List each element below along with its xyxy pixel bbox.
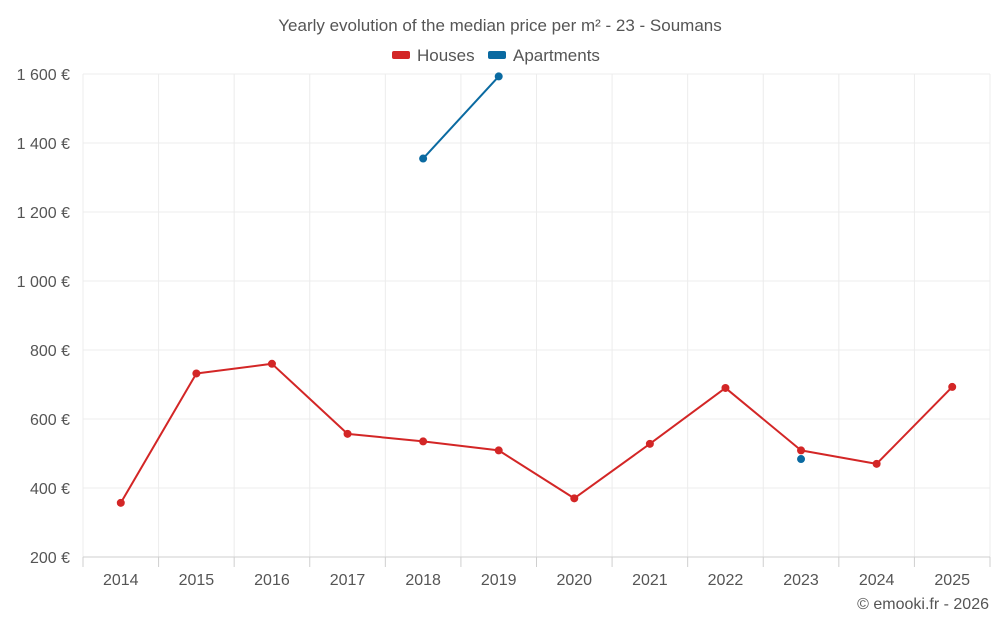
x-tick-label: 2022 bbox=[708, 572, 744, 589]
data-point-houses-2017[interactable] bbox=[344, 430, 352, 438]
x-tick-label: 2017 bbox=[330, 572, 366, 589]
x-tick-label: 2024 bbox=[859, 572, 895, 589]
x-tick-label: 2023 bbox=[783, 572, 819, 589]
y-tick-label: 400 € bbox=[30, 481, 70, 498]
legend-label-houses[interactable]: Houses bbox=[417, 46, 475, 65]
axes bbox=[83, 557, 990, 567]
legend-label-apartments[interactable]: Apartments bbox=[513, 46, 600, 65]
x-tick-label: 2018 bbox=[405, 572, 441, 589]
x-tick-label: 2025 bbox=[934, 572, 970, 589]
data-point-houses-2015[interactable] bbox=[192, 369, 200, 377]
legend-swatch-houses[interactable] bbox=[392, 51, 410, 59]
data-point-houses-2020[interactable] bbox=[570, 494, 578, 502]
y-tick-label: 200 € bbox=[30, 550, 70, 567]
price-chart: Yearly evolution of the median price per… bbox=[0, 0, 1000, 625]
data-point-houses-2025[interactable] bbox=[948, 383, 956, 391]
grid bbox=[83, 74, 990, 557]
data-point-houses-2024[interactable] bbox=[873, 460, 881, 468]
legend: Houses Apartments bbox=[392, 46, 600, 65]
y-axis-ticks: 200 € 400 € 600 € 800 € 1 000 € 1 200 € 1 400 … bbox=[17, 67, 70, 567]
y-tick-label: 800 € bbox=[30, 343, 70, 360]
y-tick-label: 1 200 € bbox=[17, 205, 70, 222]
data-point-houses-2023[interactable] bbox=[797, 446, 805, 454]
x-tick-label: 2021 bbox=[632, 572, 668, 589]
chart-title: Yearly evolution of the median price per… bbox=[278, 16, 722, 35]
x-tick-label: 2016 bbox=[254, 572, 290, 589]
y-tick-label: 1 600 € bbox=[17, 67, 70, 84]
x-tick-label: 2020 bbox=[556, 572, 592, 589]
y-tick-label: 1 400 € bbox=[17, 136, 70, 153]
data-point-houses-2014[interactable] bbox=[117, 499, 125, 507]
data-point-apartments-2023[interactable] bbox=[797, 455, 805, 463]
x-tick-label: 2015 bbox=[179, 572, 215, 589]
x-tick-label: 2014 bbox=[103, 572, 139, 589]
y-tick-label: 1 000 € bbox=[17, 274, 70, 291]
data-point-houses-2022[interactable] bbox=[721, 384, 729, 392]
x-tick-label: 2019 bbox=[481, 572, 517, 589]
x-axis-ticks: 2014 2015 2016 2017 2018 2019 2020 2021 2022 2023… bbox=[103, 572, 970, 589]
y-tick-label: 600 € bbox=[30, 412, 70, 429]
data-point-houses-2019[interactable] bbox=[495, 446, 503, 454]
legend-swatch-apartments[interactable] bbox=[488, 51, 506, 59]
credit-text: © emooki.fr - 2026 bbox=[857, 596, 989, 613]
data-point-houses-2021[interactable] bbox=[646, 440, 654, 448]
data-point-apartments-2019[interactable] bbox=[495, 72, 503, 80]
data-point-apartments-2018[interactable] bbox=[419, 155, 427, 163]
data-point-houses-2016[interactable] bbox=[268, 360, 276, 368]
data-point-houses-2018[interactable] bbox=[419, 437, 427, 445]
